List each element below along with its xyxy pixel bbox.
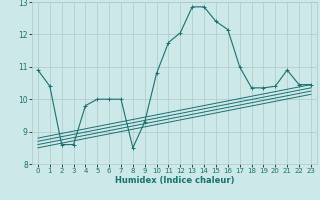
X-axis label: Humidex (Indice chaleur): Humidex (Indice chaleur) <box>115 176 234 185</box>
